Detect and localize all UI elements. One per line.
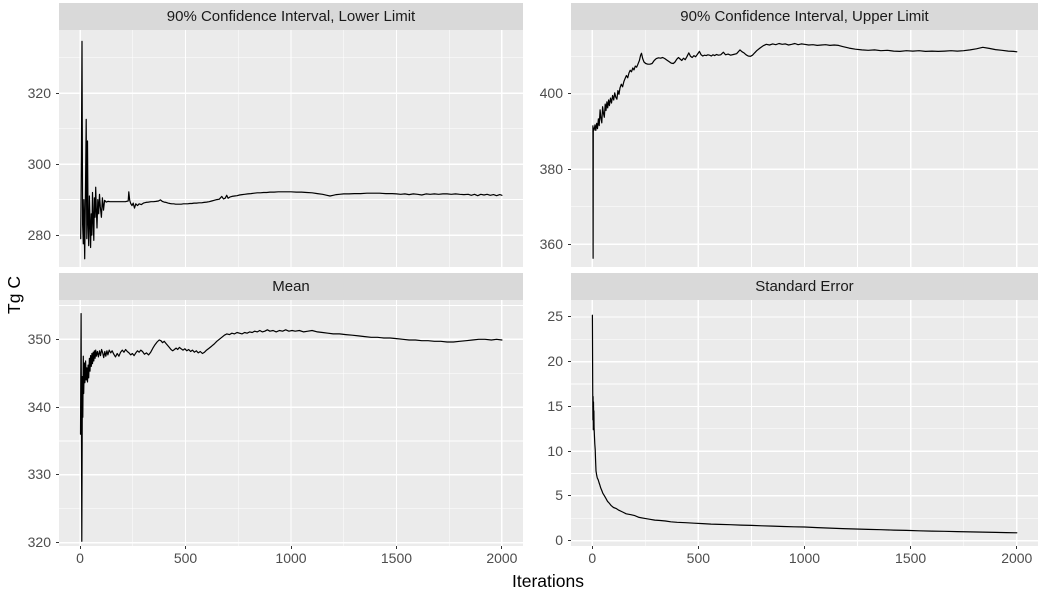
y-axis-tick-mark (568, 405, 571, 407)
y-axis-tick-label: 360 (539, 235, 563, 252)
y-axis-tick-mark (568, 93, 571, 95)
x-axis-tick-mark (591, 546, 593, 549)
facet-strip: Standard Error (571, 273, 1038, 300)
x-axis-tick-mark (501, 546, 503, 549)
y-axis-tick-mark (568, 168, 571, 170)
y-axis-tick-label: 340 (27, 398, 51, 415)
facet-strip: 90% Confidence Interval, Lower Limit (59, 3, 523, 30)
y-axis-tick-mark (568, 450, 571, 452)
x-axis-tick-mark (804, 546, 805, 549)
y-axis-tick-label: 20 (547, 353, 563, 370)
y-axis-tick-label: 330 (27, 466, 51, 483)
x-axis-tick-label: 2000 (486, 550, 518, 566)
x-axis-tick-label: 2000 (1001, 550, 1033, 566)
y-axis-tick-label: 15 (547, 397, 563, 414)
y-axis-tick-label: 400 (539, 85, 563, 102)
y-axis-tick-mark (56, 338, 59, 340)
facet-strip-title: 90% Confidence Interval, Lower Limit (166, 8, 416, 25)
y-axis-tick-label: 380 (539, 160, 563, 177)
y-axis-tick-mark (56, 542, 59, 544)
y-axis-tick-label: 300 (27, 155, 51, 172)
y-axis-tick-mark (56, 163, 59, 165)
series-line (79, 313, 503, 542)
x-axis-tick-label: 0 (76, 550, 84, 566)
panel-ci-upper-limit (571, 30, 1038, 267)
y-axis-tick-mark (56, 474, 59, 476)
x-axis-tick-label: 1500 (380, 550, 413, 566)
panel-ci-lower-limit (59, 30, 523, 267)
y-axis-tick-label: 280 (27, 226, 51, 243)
x-axis-tick-mark (290, 546, 292, 549)
x-axis-tick-label: 500 (173, 550, 198, 566)
x-axis-title: Iterations (512, 571, 584, 591)
y-axis-tick-mark (56, 406, 59, 408)
y-axis-tick-label: 10 (547, 442, 563, 459)
y-axis-tick-mark (56, 234, 59, 236)
x-axis-tick-label: 1500 (895, 550, 927, 566)
y-axis-tick-label: 25 (547, 308, 563, 325)
x-axis-tick-label: 1000 (788, 550, 821, 566)
series-line (592, 42, 1018, 259)
panel-standard-error (571, 300, 1038, 546)
y-axis-tick-mark (56, 92, 59, 94)
y-axis-tick-mark (568, 495, 571, 497)
x-axis-tick-mark (79, 546, 81, 549)
y-axis-tick-mark (568, 361, 571, 363)
y-axis-tick-mark (568, 316, 571, 318)
series-line (80, 40, 503, 260)
y-axis-tick-mark (568, 540, 571, 542)
y-axis-tick-label: 320 (27, 534, 51, 551)
facet-strip: 90% Confidence Interval, Upper Limit (571, 3, 1038, 30)
x-axis-tick-mark (185, 546, 187, 549)
x-axis-tick-mark (697, 546, 699, 549)
x-axis-tick-mark (1016, 546, 1018, 549)
y-axis-tick-label: 5 (555, 487, 563, 504)
series-line (591, 314, 1018, 534)
x-axis-tick-mark (910, 546, 912, 549)
facet-strip-title: Mean (272, 278, 310, 295)
x-axis-tick-label: 1000 (275, 550, 307, 566)
facet-strip-title: 90% Confidence Interval, Upper Limit (680, 8, 929, 25)
y-axis-tick-label: 320 (27, 84, 51, 101)
y-axis-tick-label: 350 (27, 330, 51, 347)
x-axis-tick-mark (395, 546, 397, 549)
panel-mean (59, 300, 523, 546)
facet-strip: Mean (59, 273, 523, 300)
y-axis-tick-mark (568, 243, 571, 245)
facet-strip-title: Standard Error (755, 278, 854, 295)
x-axis-tick-label: 0 (588, 550, 597, 566)
x-axis-tick-label: 500 (686, 550, 711, 566)
y-axis-tick-label: 0 (555, 532, 563, 549)
